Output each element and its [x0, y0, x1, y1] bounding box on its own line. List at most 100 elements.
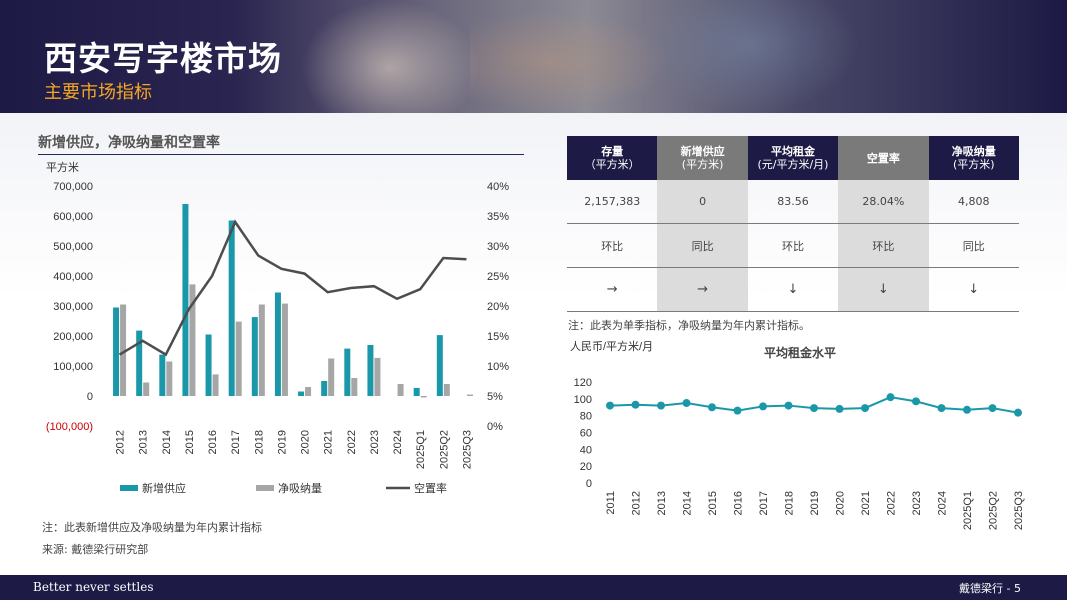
- supply-bar: [159, 354, 166, 396]
- page-subtitle: 主要市场指标: [44, 82, 152, 103]
- title-divider: [38, 154, 524, 155]
- kpi-header-label: 存量: [601, 145, 624, 158]
- x-tick-label: 2022: [886, 491, 898, 515]
- kpi-trend-row: → → ↓ ↓ ↓: [567, 268, 1019, 312]
- kpi-header-unit: (元/平方米/月): [757, 158, 829, 171]
- y2-tick-label: 30%: [487, 241, 509, 253]
- absorption-bar: [305, 387, 312, 396]
- supply-bar: [136, 330, 143, 396]
- rent-point: [912, 397, 920, 406]
- y-axis-label: 人民币/平方米/月: [570, 339, 653, 353]
- x-tick-label: 2016: [207, 430, 219, 454]
- y2-tick-label: 20%: [487, 301, 509, 313]
- x-tick-label: 2025Q2: [438, 430, 450, 469]
- absorption-bar: [328, 358, 335, 396]
- y-tick-label: 80: [580, 411, 592, 423]
- absorption-bar: [281, 303, 288, 396]
- page-number: 戴德梁行 - 5: [959, 582, 1021, 595]
- combo-chart-title: 新增供应，净吸纳量和空置率: [38, 135, 220, 151]
- y2-tick-label: 15%: [487, 331, 509, 343]
- banner-photo-figure: [300, 0, 480, 113]
- kpi-header-label: 平均租金: [770, 145, 815, 158]
- kpi-comparison-cell: 同比: [962, 239, 985, 253]
- y-tick-label: 200,000: [53, 331, 93, 343]
- x-tick-label: 2013: [138, 430, 150, 454]
- legend-swatch: [256, 485, 274, 491]
- kpi-body: 2,157,383 0 83.56 28.04% 4,808 环比 同比 环比 环比 同比 → →…: [567, 180, 1019, 312]
- absorption-bar: [212, 374, 219, 396]
- y-tick-label: 400,000: [53, 271, 93, 283]
- x-tick-label: 2015: [184, 430, 196, 454]
- supply-bar: [321, 381, 328, 396]
- kpi-value-cell: 0: [657, 180, 748, 223]
- supply-bar: [367, 345, 374, 396]
- legend-label: 净吸纳量: [278, 481, 322, 495]
- banner-photo-figure: [640, 0, 860, 113]
- kpi-trend-cell: ↓: [787, 282, 799, 297]
- kpi-value-cell: 28.04%: [838, 180, 929, 223]
- kpi-table: 存量 （平方米） 新增供应 (平方米) 平均租金 (元/平方米/月) 空置率 净吸纳量 (平方米…: [567, 136, 1019, 312]
- x-tick-label: 2025Q1: [415, 430, 427, 469]
- y-tick-label: 600,000: [53, 211, 93, 223]
- rent-point: [810, 404, 818, 413]
- rent-point: [733, 406, 742, 415]
- x-tick-label: 2019: [276, 430, 288, 454]
- kpi-header-unit: (平方米): [681, 158, 724, 171]
- x-tick-label: 2025Q1: [962, 491, 974, 530]
- footer-bar: Better never settles 戴德梁行 - 5: [0, 575, 1067, 600]
- chart-source: 来源: 戴德梁行研究部: [42, 543, 149, 556]
- x-tick-label: 2015: [707, 491, 719, 515]
- absorption-bar: [258, 304, 265, 396]
- absorption-bar: [443, 384, 450, 396]
- y2-tick-label: 5%: [487, 391, 503, 403]
- kpi-value-cell: 2,157,383: [584, 195, 641, 208]
- absorption-bar: [466, 394, 473, 396]
- kpi-header-unit: （平方米）: [584, 158, 640, 171]
- y-tick-label: 60: [580, 428, 592, 440]
- kpi-trend-cell: →: [606, 282, 618, 297]
- kpi-comparison-row: 环比 同比 环比 环比 同比: [567, 224, 1019, 268]
- y-tick-label: 700,000: [53, 181, 93, 193]
- kpi-comparison-cell: 环比: [838, 224, 929, 267]
- supply-bar: [274, 292, 281, 396]
- vacancy-line: [118, 219, 467, 357]
- kpi-values-row: 2,157,383 0 83.56 28.04% 4,808: [567, 180, 1019, 224]
- x-tick-label: 2024: [392, 430, 404, 454]
- x-tick-label: 2018: [784, 491, 796, 515]
- y2-tick-label: 40%: [487, 181, 509, 193]
- legend-swatch: [120, 485, 138, 491]
- x-tick-label: 2025Q3: [1013, 491, 1025, 530]
- y-tick-label: 0: [586, 478, 592, 490]
- y-tick-label: 100: [574, 394, 592, 406]
- absorption-bar: [420, 396, 427, 398]
- rent-point: [784, 401, 793, 410]
- kpi-value-cell: 4,808: [958, 195, 990, 208]
- supply-bar: [182, 204, 189, 396]
- page-title: 西安写字楼市场: [44, 39, 282, 78]
- kpi-header-label: 空置率: [866, 151, 900, 165]
- kpi-header-label: 新增供应: [680, 145, 725, 158]
- x-tick-label: 2016: [733, 491, 745, 515]
- rent-point: [963, 405, 971, 414]
- supply-bar: [113, 307, 120, 396]
- rent-point: [835, 404, 844, 413]
- kpi-value-cell: 83.56: [777, 195, 809, 208]
- x-tick-label: 2023: [369, 430, 381, 454]
- kpi-trend-cell: →: [657, 268, 748, 311]
- supply-bar: [298, 391, 305, 396]
- x-tick-label: 2014: [161, 430, 173, 454]
- rent-point: [708, 403, 716, 412]
- x-tick-label: 2017: [230, 430, 242, 454]
- x-tick-label: 2011: [605, 491, 617, 515]
- rent-point: [988, 404, 997, 413]
- y-tick-label: 300,000: [53, 301, 93, 313]
- rent-point: [1014, 408, 1022, 417]
- absorption-bar: [189, 284, 196, 396]
- banner-photo-figure: [470, 10, 670, 113]
- supply-bar: [228, 220, 235, 396]
- chart-note: 注：此表新增供应及净吸纳量为年内累计指标: [42, 521, 262, 534]
- kpi-comparison-cell: 环比: [601, 239, 624, 253]
- y-axis-label: 平方米: [46, 160, 79, 174]
- x-tick-label: 2013: [656, 491, 668, 515]
- x-tick-label: 2025Q2: [988, 491, 1000, 530]
